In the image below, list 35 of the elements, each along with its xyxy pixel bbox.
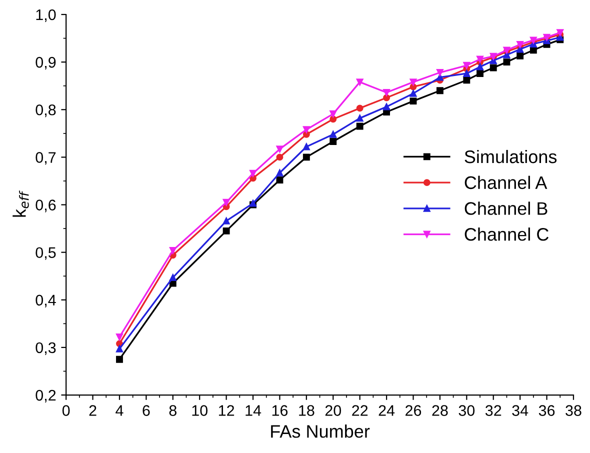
x-tick-label: 6 xyxy=(142,405,150,416)
x-tick-label: 20 xyxy=(325,405,342,416)
x-tick-label: 2 xyxy=(89,405,96,416)
y-tick-label: 0,8 xyxy=(36,104,56,118)
legend-label: Simulations xyxy=(464,150,557,164)
legend-label: Channel C xyxy=(464,228,549,241)
y-tick-label: 0,2 xyxy=(36,390,56,403)
x-tick-label: 24 xyxy=(378,405,395,416)
y-tick-label: 0,7 xyxy=(36,152,56,165)
x-tick-label: 0 xyxy=(62,405,70,416)
x-tick-label: 18 xyxy=(299,405,314,416)
x-tick-label: 26 xyxy=(406,405,422,416)
y-axis-title: k$_{eff}$ xyxy=(12,190,29,217)
x-tick-label: 28 xyxy=(432,405,448,416)
x-tick-label: 30 xyxy=(458,405,475,416)
x-axis-title: FAs Number xyxy=(271,424,370,438)
x-tick-label: 10 xyxy=(192,405,208,416)
legend-label: Channel B xyxy=(464,202,548,215)
y-tick-label: 0,4 xyxy=(36,294,56,308)
y-tick-label: 0,9 xyxy=(36,56,56,70)
x-tick-label: 36 xyxy=(538,405,555,416)
x-tick-label: 16 xyxy=(272,405,288,416)
y-tick-label: 0,3 xyxy=(36,342,56,355)
x-tick-label: 38 xyxy=(566,405,582,416)
x-tick-label: 32 xyxy=(485,405,502,416)
x-tick-label: 14 xyxy=(246,405,262,416)
x-tick-label: 34 xyxy=(512,405,528,416)
y-tick-label: 0,5 xyxy=(36,247,56,260)
x-tick-label: 4 xyxy=(116,405,124,416)
x-tick-label: 8 xyxy=(169,405,176,416)
x-tick-label: 12 xyxy=(218,405,234,416)
legend-label: Channel A xyxy=(464,176,548,190)
y-tick-label: 1,0 xyxy=(36,9,56,22)
x-tick-label: 22 xyxy=(352,405,368,416)
y-tick-label: 0,6 xyxy=(36,200,56,212)
